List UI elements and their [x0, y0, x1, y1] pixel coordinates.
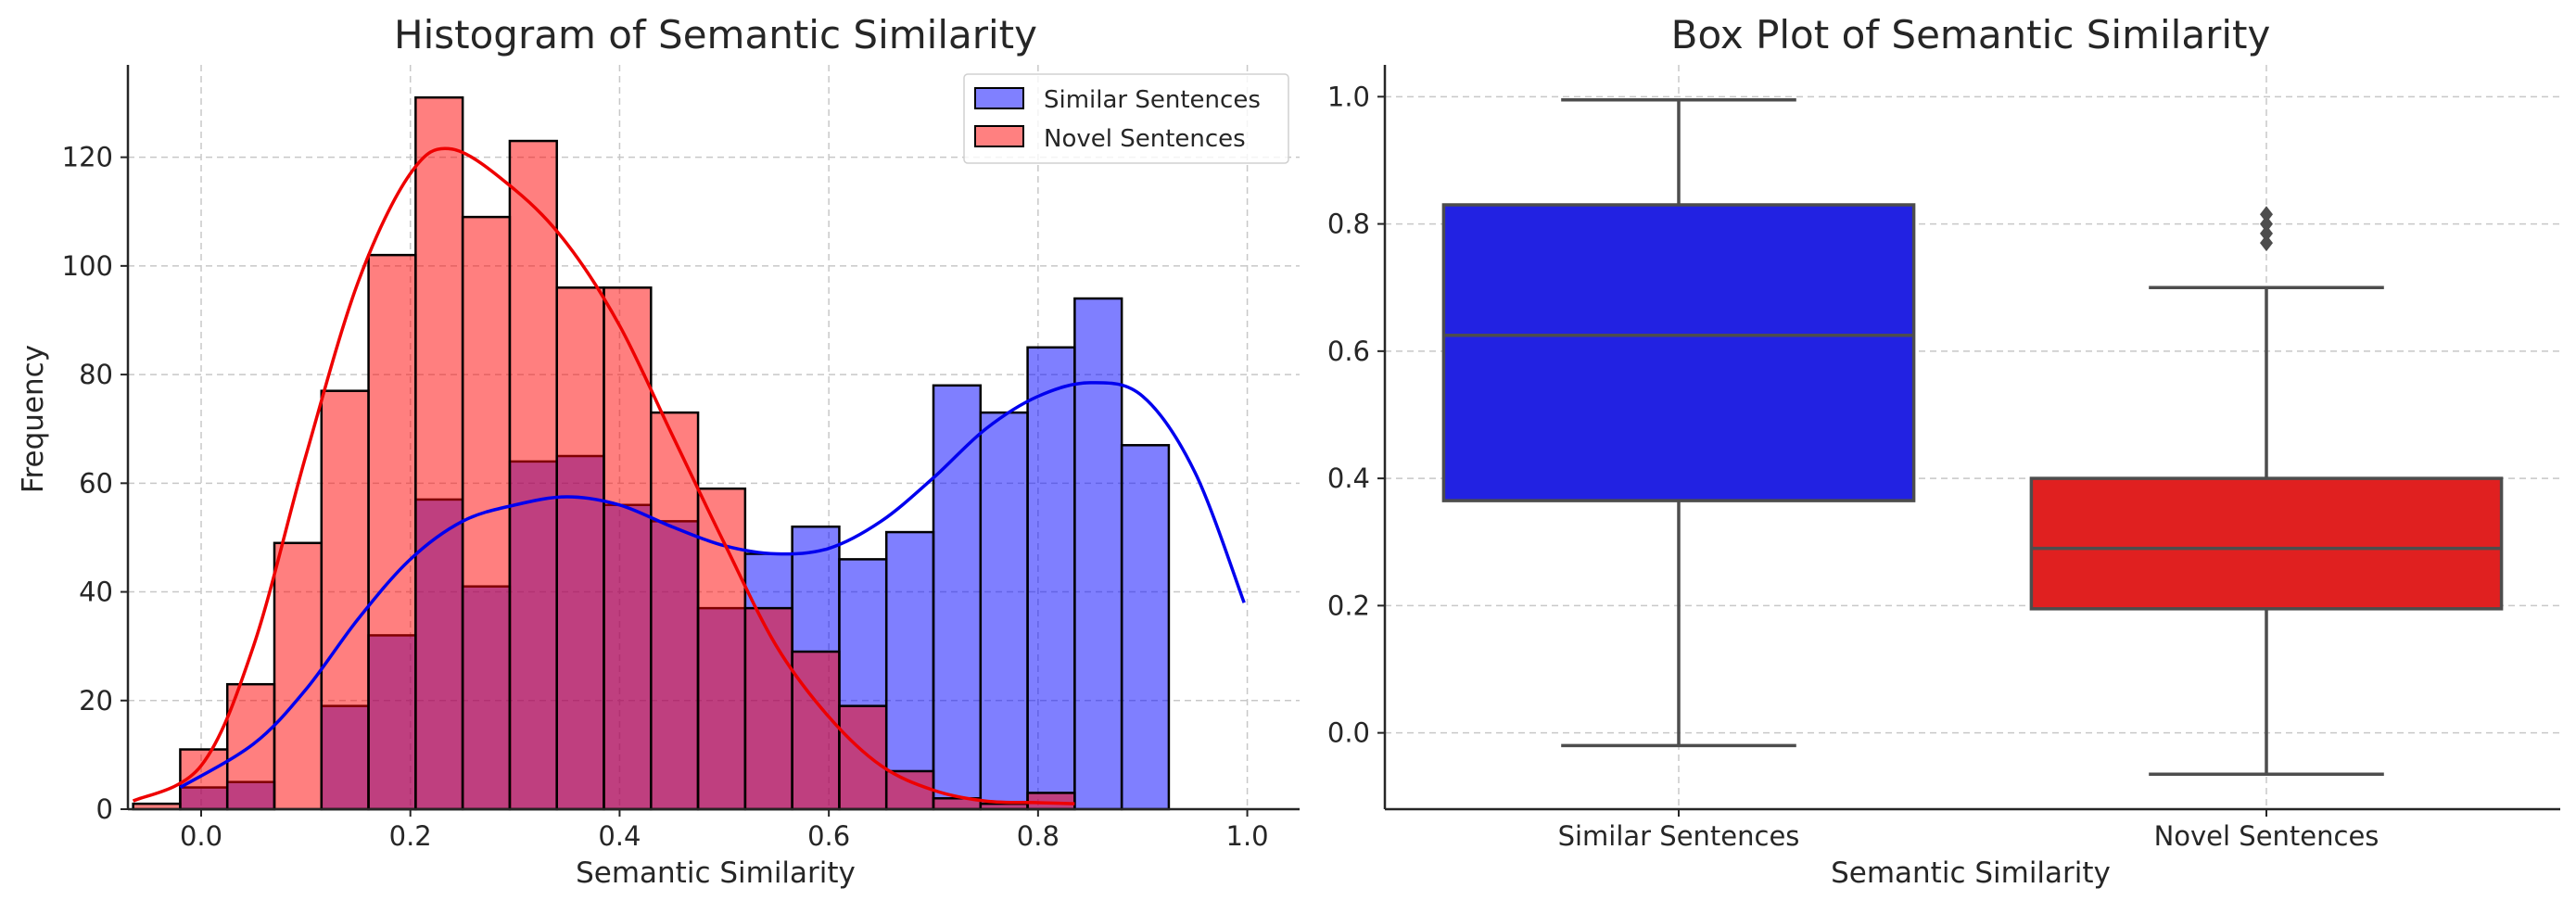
kde-line-novel: [132, 146, 1075, 805]
histogram-bar: [1073, 297, 1123, 811]
x-tick-label: 0.4: [598, 820, 641, 852]
y-tick-label: 0.6: [1327, 336, 1370, 367]
histogram-bar: [743, 606, 793, 811]
y-tick-label: 40: [79, 577, 113, 608]
histogram-bar: [320, 389, 370, 811]
histogram-bar: [508, 139, 558, 811]
kde-curves: [132, 146, 1246, 805]
box-iqr: [1441, 203, 1916, 502]
y-tick-label: 0.2: [1327, 590, 1370, 621]
histogram-bar: [791, 650, 841, 811]
legend-frame: [963, 73, 1289, 164]
boxplot-title: Box Plot of Semantic Similarity: [1671, 12, 2271, 57]
histogram-bar: [932, 384, 983, 811]
y-tick-label: 80: [79, 359, 113, 390]
y-tick-label: 120: [62, 142, 113, 173]
legend-label-similar: Similar Sentences: [1044, 86, 1261, 114]
histogram-title: Histogram of Semantic Similarity: [394, 12, 1037, 57]
boxplot-boxes: [1441, 97, 2504, 777]
histogram-bar: [367, 253, 417, 811]
x-tick-label: 0.6: [807, 820, 850, 852]
histogram-bar: [1026, 346, 1076, 811]
y-tick-label: 60: [79, 467, 113, 499]
histogram-bar: [555, 286, 605, 811]
histogram-ylabel: Frequency: [17, 345, 50, 493]
x-tick-label: Similar Sentences: [1558, 820, 1800, 852]
y-tick-label: 1.0: [1327, 81, 1370, 112]
boxplot-xlabel: Semantic Similarity: [1831, 856, 2111, 890]
y-tick-label: 0.0: [1327, 717, 1370, 749]
x-tick-label: 0.2: [389, 820, 432, 852]
histogram-bar: [838, 704, 888, 811]
histogram-xlabel: Semantic Similarity: [576, 856, 856, 890]
y-tick-label: 0.8: [1327, 209, 1370, 240]
outlier-point: [2260, 215, 2273, 233]
outlier-point: [2260, 235, 2273, 252]
x-tick-label: 0.8: [1017, 820, 1060, 852]
y-tick-label: 20: [79, 685, 113, 716]
y-tick-label: 0.4: [1327, 463, 1370, 494]
histogram-bar: [414, 95, 464, 811]
legend-label-novel: Novel Sentences: [1044, 125, 1246, 153]
y-tick-label: 0: [96, 793, 113, 825]
legend-swatch-novel: [974, 125, 1024, 147]
y-tick-label: 100: [62, 250, 113, 282]
histogram-axes: 0.0 0.2 0.4 0.6 0.8 1.0 0 20 40 60 80 100 120: [62, 65, 1300, 852]
histogram-bar: [603, 286, 653, 811]
histogram-bar: [979, 411, 1029, 811]
box-iqr: [2029, 476, 2504, 611]
histogram-bar: [273, 541, 324, 811]
legend-swatch-similar: [974, 87, 1024, 109]
boxplot-axes: 0.0 0.2 0.4 0.6 0.8 1.0 Similar Sentences Novel…: [1327, 65, 2560, 852]
histogram-bar: [884, 530, 935, 811]
x-tick-label: Novel Sentences: [2154, 820, 2379, 852]
histogram-panel: Histogram of Semantic Similarity 0.0 0.2 0…: [17, 12, 1300, 890]
histogram-bar: [884, 769, 935, 811]
legend: Similar Sentences Novel Sentences: [963, 73, 1289, 164]
histogram-bar: [1120, 444, 1171, 811]
x-tick-label: 1.0: [1226, 820, 1269, 852]
outlier-point: [2260, 224, 2273, 242]
x-tick-label: 0.0: [180, 820, 222, 852]
outlier-point: [2260, 206, 2273, 223]
boxplot-panel: Box Plot of Semantic Similarity 0.00.20.…: [1327, 12, 2560, 890]
